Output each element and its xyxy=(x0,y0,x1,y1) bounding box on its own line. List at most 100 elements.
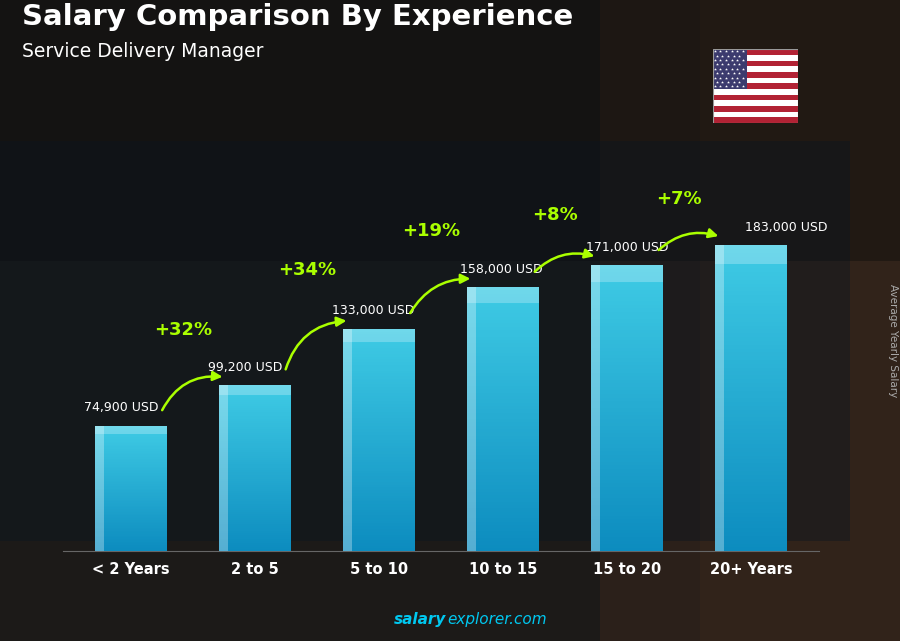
Bar xyxy=(95,459,167,460)
Bar xyxy=(220,469,291,470)
Bar xyxy=(467,542,539,545)
Bar xyxy=(591,519,662,522)
Bar xyxy=(220,514,291,516)
Bar xyxy=(591,508,662,512)
Bar xyxy=(467,350,539,353)
Bar xyxy=(95,426,104,551)
Bar xyxy=(591,372,662,376)
Bar xyxy=(220,535,291,537)
Bar xyxy=(95,426,167,428)
Text: Service Delivery Manager: Service Delivery Manager xyxy=(22,42,264,61)
Bar xyxy=(591,533,662,537)
Bar xyxy=(220,464,291,466)
Bar xyxy=(591,515,662,519)
Bar xyxy=(715,398,787,402)
Bar xyxy=(591,472,662,476)
Bar xyxy=(591,265,662,269)
Bar xyxy=(220,504,291,506)
Bar xyxy=(95,524,167,526)
Bar xyxy=(715,429,787,433)
Bar xyxy=(220,545,291,547)
Bar xyxy=(343,432,415,435)
Bar xyxy=(343,412,415,415)
Bar xyxy=(467,456,539,459)
Bar xyxy=(467,452,539,456)
Bar xyxy=(343,365,415,368)
Bar xyxy=(467,287,539,290)
Bar xyxy=(95,495,167,497)
Bar xyxy=(220,395,291,398)
Bar xyxy=(467,373,539,376)
Bar xyxy=(95,438,167,440)
Bar xyxy=(95,523,167,524)
Bar xyxy=(220,528,291,531)
Bar xyxy=(95,442,167,443)
Bar xyxy=(713,67,798,72)
Bar xyxy=(343,348,415,351)
Bar xyxy=(220,518,291,520)
Bar xyxy=(715,279,787,283)
Bar xyxy=(95,490,167,492)
Bar xyxy=(95,520,167,522)
Bar xyxy=(467,399,539,403)
Bar xyxy=(220,449,291,452)
Bar xyxy=(591,383,662,387)
Bar xyxy=(715,410,787,413)
Text: 158,000 USD: 158,000 USD xyxy=(460,263,542,276)
Bar xyxy=(220,533,291,535)
Bar xyxy=(715,517,787,520)
Bar xyxy=(343,545,415,549)
Bar xyxy=(220,398,291,400)
Bar xyxy=(715,349,787,353)
Bar xyxy=(343,501,415,504)
Bar xyxy=(591,312,662,315)
Bar xyxy=(220,520,291,522)
Bar xyxy=(95,531,167,533)
Bar xyxy=(95,542,167,544)
Text: +8%: +8% xyxy=(532,206,578,224)
Bar xyxy=(715,544,787,547)
Bar xyxy=(591,547,662,551)
Bar xyxy=(713,78,798,83)
Bar xyxy=(95,526,167,528)
Bar xyxy=(343,435,415,437)
Bar xyxy=(467,518,539,522)
Bar xyxy=(715,268,787,272)
Bar xyxy=(220,445,291,447)
Bar xyxy=(715,306,787,310)
Bar xyxy=(95,426,167,433)
Bar xyxy=(95,508,167,509)
Bar xyxy=(591,401,662,404)
Bar xyxy=(343,404,415,406)
Bar xyxy=(343,429,415,432)
Bar xyxy=(591,458,662,462)
Bar xyxy=(343,451,415,454)
Bar xyxy=(715,487,787,490)
Bar xyxy=(467,360,539,363)
Bar xyxy=(715,383,787,387)
Text: Average Yearly Salary: Average Yearly Salary xyxy=(888,285,898,397)
Bar xyxy=(713,61,798,67)
Bar xyxy=(343,337,415,340)
Bar xyxy=(715,547,787,551)
Bar xyxy=(95,467,167,469)
Bar xyxy=(591,426,662,429)
Bar xyxy=(343,370,415,373)
Bar xyxy=(467,525,539,528)
Bar xyxy=(343,331,415,335)
Bar xyxy=(467,522,539,525)
Bar xyxy=(343,524,415,526)
Bar xyxy=(467,290,539,294)
Bar xyxy=(343,532,415,535)
Bar xyxy=(467,409,539,413)
Bar xyxy=(467,459,539,462)
Bar xyxy=(220,466,291,469)
Bar xyxy=(591,279,662,283)
Text: Salary Comparison By Experience: Salary Comparison By Experience xyxy=(22,3,573,31)
Bar xyxy=(343,495,415,499)
Bar xyxy=(715,260,787,264)
Bar xyxy=(343,510,415,512)
Bar xyxy=(467,304,539,307)
Bar xyxy=(467,403,539,406)
Bar xyxy=(343,537,415,540)
